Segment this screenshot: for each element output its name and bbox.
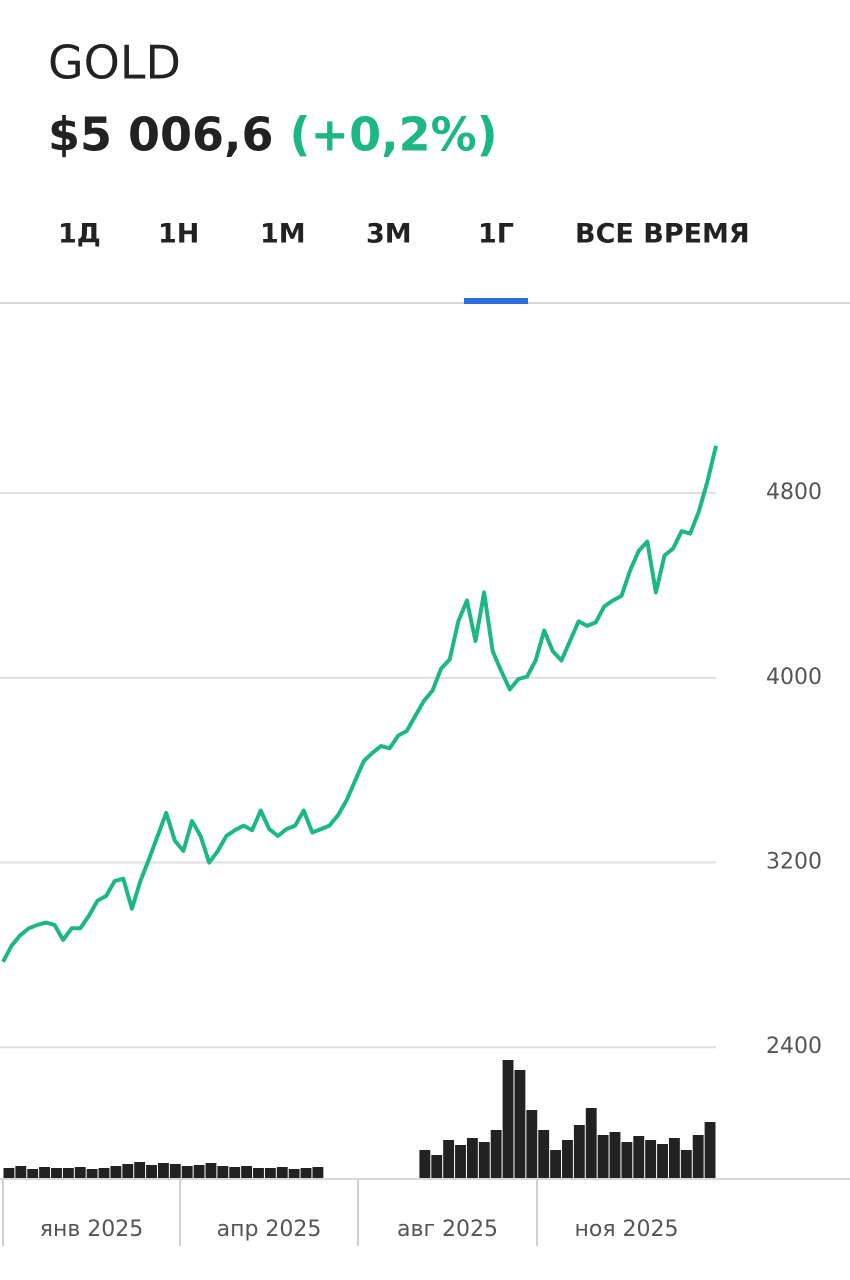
volume-bar — [74, 1167, 86, 1180]
price-change: (+0,2%) — [290, 108, 498, 162]
volume-bar — [169, 1164, 181, 1180]
price: $5 006,6 — [48, 108, 274, 162]
volume-bar — [264, 1168, 276, 1180]
volume-bar — [431, 1155, 443, 1180]
volume-bar — [621, 1142, 633, 1180]
volume-bar — [205, 1163, 217, 1180]
volume-bar — [573, 1125, 585, 1180]
x-tick-label: авг 2025 — [397, 1217, 498, 1242]
volume-bar — [514, 1070, 526, 1180]
volume-bar — [229, 1167, 241, 1180]
volume-bar — [86, 1169, 98, 1180]
volume-bar — [51, 1168, 62, 1180]
volume-bar — [455, 1145, 466, 1180]
volume-bar — [276, 1167, 288, 1180]
y-tick-label: 4000 — [766, 665, 822, 690]
asset-title: GOLD — [48, 36, 181, 90]
time-range-tab[interactable]: 1Д — [58, 219, 101, 250]
volume-bar — [157, 1163, 169, 1180]
volume-bar — [62, 1168, 74, 1180]
volume-bar — [253, 1168, 264, 1180]
volume-bar — [193, 1165, 205, 1180]
volume-bar — [609, 1132, 621, 1180]
y-tick-label: 4800 — [766, 480, 822, 505]
price-line — [1, 445, 718, 963]
volume-bar — [419, 1150, 431, 1180]
volume-bar — [288, 1169, 300, 1180]
volume-bar — [692, 1135, 704, 1180]
time-range-tab[interactable]: ВСЕ ВРЕМЯ — [575, 219, 750, 250]
volume-bar — [585, 1108, 597, 1180]
time-range-tab[interactable]: 1Н — [158, 219, 199, 250]
volume-bar — [181, 1166, 193, 1180]
x-tick-label: ноя 2025 — [574, 1217, 678, 1242]
time-range-tab[interactable]: 1Г — [478, 219, 514, 250]
volume-bar — [466, 1138, 478, 1180]
active-tab-indicator — [464, 298, 528, 304]
volume-bar — [217, 1166, 229, 1180]
x-tick-label: янв 2025 — [40, 1217, 144, 1242]
volume-bar — [443, 1140, 455, 1180]
volume-bar — [633, 1136, 645, 1180]
volume-bar — [241, 1166, 253, 1180]
y-tick-label: 2400 — [766, 1034, 822, 1059]
volume-bar — [122, 1164, 134, 1180]
volume-bar — [668, 1138, 680, 1180]
volume-bar — [597, 1135, 609, 1180]
volume-bar — [478, 1142, 490, 1180]
volume-bar — [490, 1130, 502, 1180]
volume-bar — [110, 1166, 122, 1180]
x-tick-label: апр 2025 — [217, 1217, 322, 1242]
time-range-tab[interactable]: 1М — [260, 219, 306, 250]
volume-bar — [680, 1150, 692, 1180]
volume-bar — [146, 1165, 157, 1180]
volume-bar — [300, 1168, 312, 1180]
volume-bar — [312, 1167, 324, 1180]
volume-bar — [550, 1150, 562, 1180]
volume-bar — [98, 1168, 110, 1180]
volume-bar — [645, 1140, 657, 1180]
volume-bar — [562, 1140, 573, 1180]
volume-bar — [39, 1167, 51, 1180]
volume-bar — [704, 1122, 716, 1180]
volume-bar — [526, 1110, 538, 1180]
volume-bar — [15, 1166, 27, 1180]
volume-bar — [134, 1162, 146, 1180]
volume-bar — [657, 1144, 668, 1180]
y-tick-label: 3200 — [766, 850, 822, 875]
volume-bar — [27, 1169, 39, 1180]
volume-bar — [502, 1060, 514, 1180]
time-range-tab[interactable]: 3М — [366, 219, 412, 250]
volume-bar — [3, 1168, 15, 1180]
volume-bar — [538, 1130, 550, 1180]
